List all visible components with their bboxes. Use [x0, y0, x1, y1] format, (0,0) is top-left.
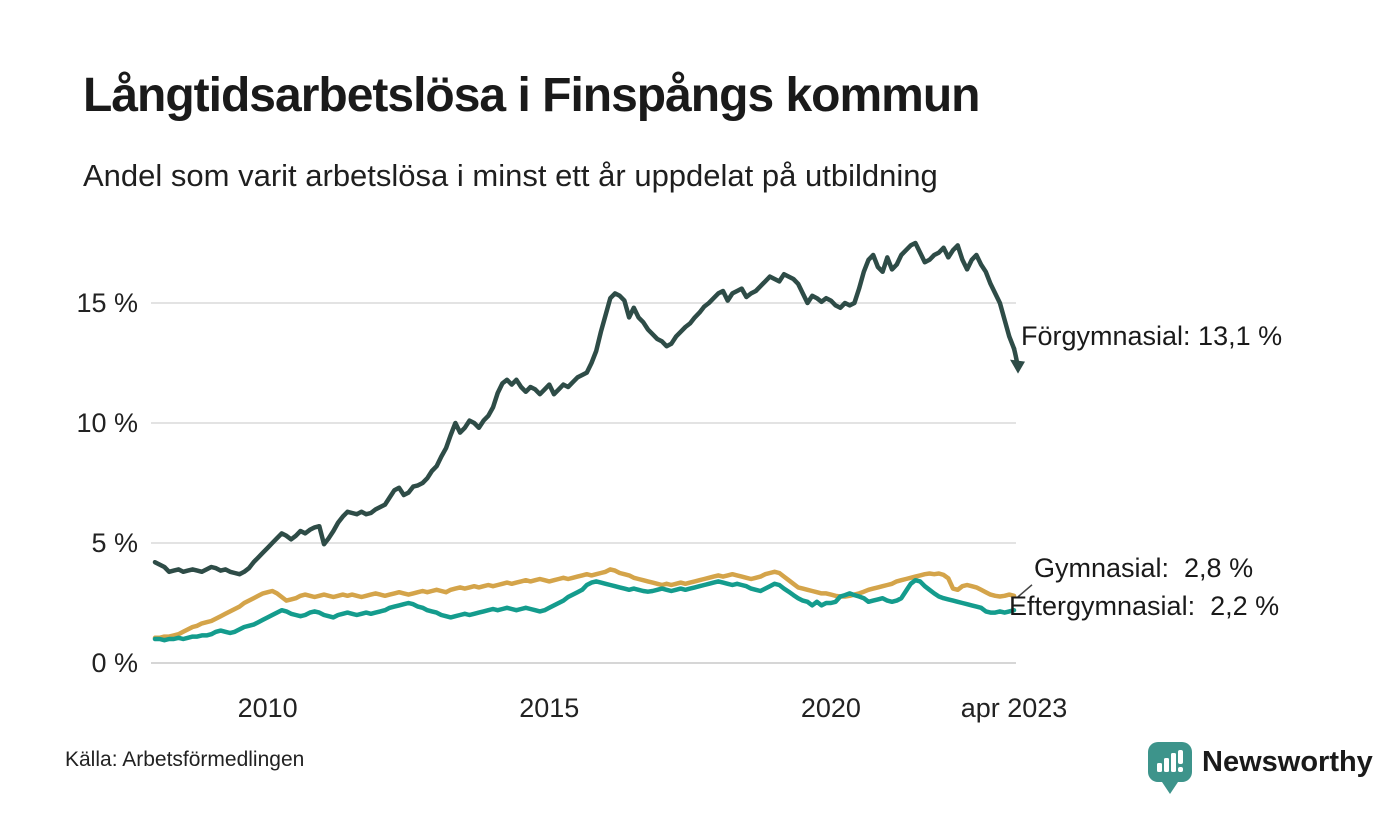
series-end-label-förgymnasial: Förgymnasial: 13,1 % [1021, 320, 1283, 351]
chart-subtitle: Andel som varit arbetslösa i minst ett å… [83, 158, 938, 193]
series-end-label-gymnasial: Gymnasial: 2,8 % [1034, 552, 1254, 583]
newsworthy-wordmark: Newsworthy [1202, 746, 1373, 778]
series-line-gymnasial [152, 567, 1017, 641]
source-note: Källa: Arbetsförmedlingen [65, 748, 305, 771]
series-end-label-eftergymnasial: Eftergymnasial: 2,2 % [1009, 591, 1280, 622]
label-connector [1017, 584, 1033, 598]
series-line-förgymnasial [152, 240, 1017, 577]
page-title: Långtidsarbetslösa i Finspångs kommun [83, 69, 980, 122]
y-tick-label: 5 % [91, 528, 138, 558]
newsworthy-icon [1148, 742, 1192, 794]
x-tick-label: 2010 [237, 693, 298, 723]
y-tick-label: 15 % [76, 288, 138, 318]
x-tick-label: 2020 [800, 693, 861, 723]
arrow-head-icon [1010, 359, 1025, 374]
x-tick-label: apr 2023 [960, 693, 1068, 723]
y-tick-label: 10 % [76, 408, 138, 438]
series-line-eftergymnasial [152, 577, 1017, 643]
newsworthy-logo[interactable]: Newsworthy [1148, 742, 1373, 794]
y-tick-label: 0 % [91, 648, 138, 678]
x-tick-label: 2015 [519, 693, 580, 723]
